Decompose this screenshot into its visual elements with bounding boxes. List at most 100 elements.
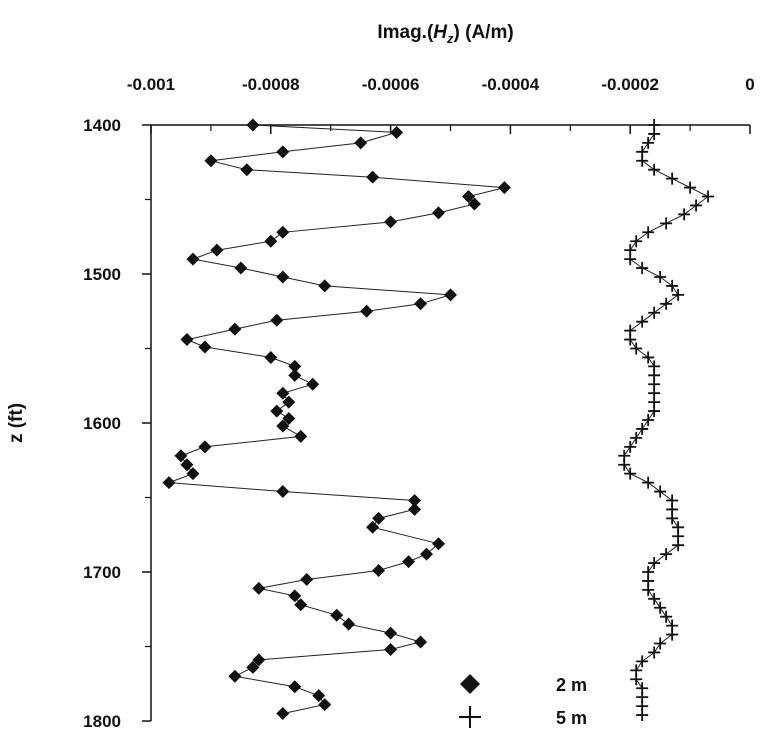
plus-marker	[660, 217, 673, 230]
diamond-marker	[366, 170, 380, 184]
diamond-marker	[240, 163, 254, 177]
diamond-marker	[300, 572, 314, 586]
diamond-marker	[497, 181, 511, 195]
plus-marker	[636, 315, 649, 328]
y-tick-label: 1800	[83, 712, 121, 731]
x-tick-label: -0.0002	[601, 75, 659, 94]
diamond-marker	[384, 642, 398, 656]
diamond-marker	[467, 197, 481, 211]
diamond-marker	[246, 118, 260, 132]
diamond-marker	[282, 395, 296, 409]
plus-marker	[684, 181, 697, 194]
plus-marker	[672, 539, 685, 552]
plus-marker	[648, 405, 661, 418]
diamond-marker	[444, 288, 457, 302]
diamond-marker	[432, 206, 446, 220]
diamond-marker	[162, 476, 176, 490]
diamond-marker	[252, 581, 266, 595]
plus-marker	[648, 127, 661, 140]
x-tick-label: -0.0006	[362, 75, 420, 94]
plus-marker	[648, 306, 661, 319]
plus-marker	[690, 199, 703, 212]
diamond-marker	[372, 511, 386, 525]
diamond-marker	[276, 386, 290, 400]
diamond-marker	[408, 493, 422, 507]
y-tick-label: 1400	[83, 116, 121, 135]
diamond-marker	[180, 458, 194, 472]
plus-marker	[648, 646, 661, 659]
plus-marker	[642, 136, 655, 149]
diamond-marker	[294, 429, 308, 443]
diamond-marker	[252, 653, 266, 667]
diamond-marker	[360, 304, 374, 318]
diamond-marker	[264, 350, 278, 364]
plus-marker	[642, 476, 655, 489]
x-tick-label: -0.0004	[482, 75, 540, 94]
y-tick-label: 1700	[83, 563, 121, 582]
diamond-marker	[330, 608, 344, 622]
x-tick-label: -0.0008	[242, 75, 300, 94]
plus-marker	[642, 583, 655, 596]
plus-marker	[660, 610, 673, 623]
diamond-marker	[461, 190, 475, 204]
plus-marker	[666, 628, 679, 641]
plus-marker	[660, 548, 673, 561]
plus-marker	[702, 190, 715, 203]
legend-diamond-marker	[460, 674, 480, 694]
diamond-marker	[312, 689, 326, 703]
diamond-marker	[186, 252, 200, 266]
plus-marker	[654, 485, 667, 498]
diamond-marker	[342, 617, 356, 631]
diamond-marker	[366, 520, 380, 534]
diamond-marker	[318, 698, 332, 712]
diamond-marker	[288, 368, 302, 382]
plus-marker	[678, 208, 691, 221]
plus-marker	[618, 458, 631, 471]
diamond-marker	[276, 225, 290, 239]
legend-label: 2 m	[556, 675, 587, 695]
plus-marker	[666, 172, 679, 185]
y-axis: 1400 1500 1600 1700 1800	[83, 116, 151, 731]
diamond-marker	[282, 412, 296, 426]
legend-plus-marker	[459, 706, 481, 728]
diamond-marker	[408, 502, 422, 516]
diamond-marker	[276, 145, 290, 159]
diamond-marker	[210, 243, 224, 257]
diamond-marker	[246, 660, 260, 674]
diamond-marker	[372, 564, 386, 578]
legend-label: 5 m	[556, 708, 587, 728]
diamond-marker	[204, 154, 218, 168]
y-tick-label: 1600	[83, 414, 121, 433]
diamond-marker	[234, 261, 248, 275]
diamond-marker	[270, 313, 284, 327]
y-axis-title: z (ft)	[6, 403, 27, 443]
plus-marker	[666, 512, 679, 525]
diamond-marker	[384, 626, 398, 640]
y-tick-label: 1500	[83, 265, 121, 284]
diamond-marker	[420, 547, 434, 561]
diamond-marker	[294, 598, 308, 612]
diamond-marker	[198, 440, 212, 454]
legend: 2 m 5 m	[459, 674, 587, 728]
diamond-marker	[414, 635, 428, 649]
diamond-marker	[198, 340, 212, 354]
plus-marker	[648, 163, 661, 176]
diamond-marker	[402, 555, 416, 569]
diamond-marker	[270, 404, 284, 418]
diamond-marker	[228, 669, 242, 683]
plus-marker	[672, 288, 685, 301]
x-tick-label: 0	[745, 75, 754, 94]
data-markers	[162, 118, 715, 722]
plus-marker	[630, 342, 643, 355]
diamond-marker	[180, 333, 194, 347]
plus-marker	[642, 226, 655, 239]
plus-marker	[642, 351, 655, 364]
diamond-marker	[318, 279, 332, 293]
diamond-marker	[186, 467, 200, 481]
plus-marker	[648, 557, 661, 570]
plus-marker	[642, 414, 655, 427]
fit-curve	[168, 124, 505, 715]
x-tick-label: -0.001	[127, 75, 175, 94]
plus-marker	[666, 279, 679, 292]
